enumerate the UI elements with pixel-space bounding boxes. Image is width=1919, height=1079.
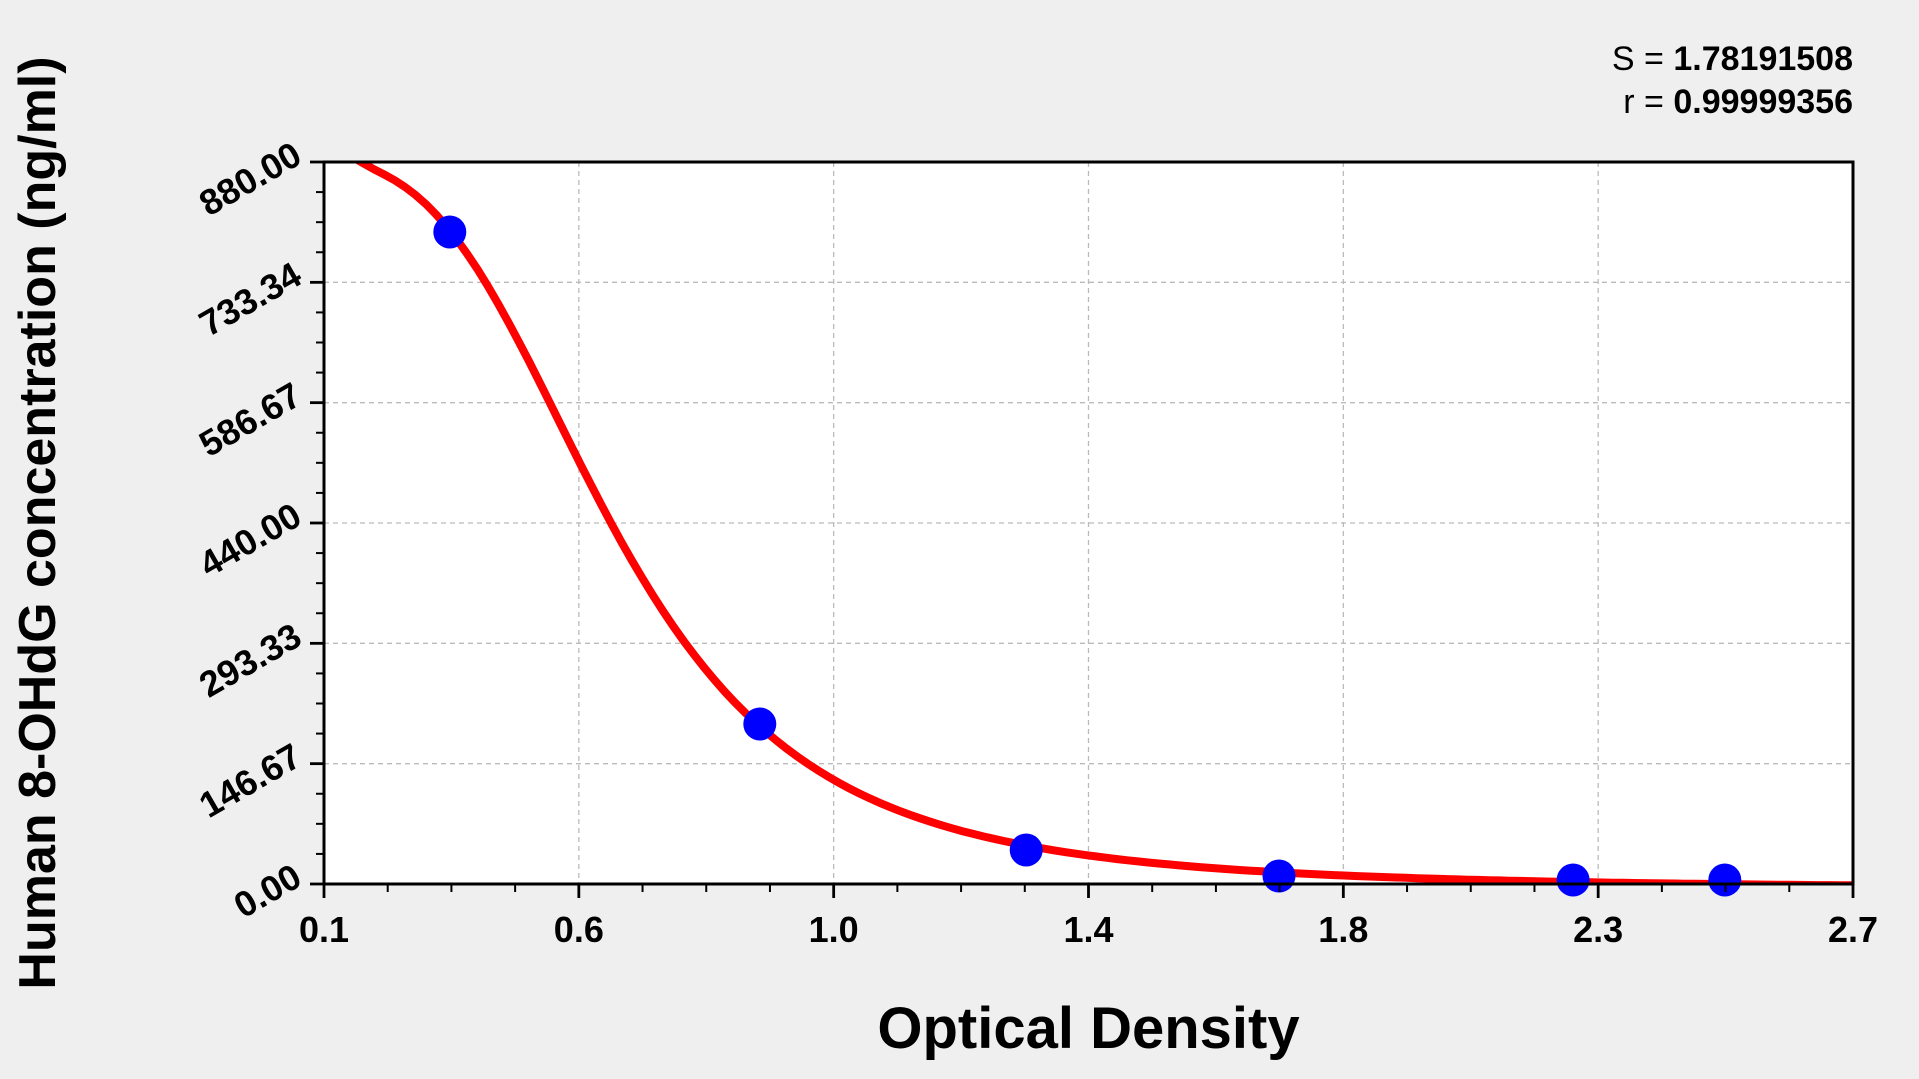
svg-text:2.7: 2.7 — [1828, 909, 1878, 950]
svg-text:1.4: 1.4 — [1063, 909, 1113, 950]
svg-text:Optical Density: Optical Density — [877, 996, 1299, 1061]
svg-text:r = 0.99999356: r = 0.99999356 — [1623, 83, 1853, 121]
svg-text:0.6: 0.6 — [554, 909, 604, 950]
svg-text:1.8: 1.8 — [1318, 909, 1368, 950]
svg-text:2.3: 2.3 — [1573, 909, 1623, 950]
svg-text:Human 8-OHdG concentration (ng: Human 8-OHdG concentration (ng/ml) — [9, 56, 67, 989]
svg-text:0.1: 0.1 — [299, 909, 349, 950]
svg-text:S = 1.78191508: S = 1.78191508 — [1612, 40, 1853, 78]
svg-text:1.0: 1.0 — [809, 909, 859, 950]
